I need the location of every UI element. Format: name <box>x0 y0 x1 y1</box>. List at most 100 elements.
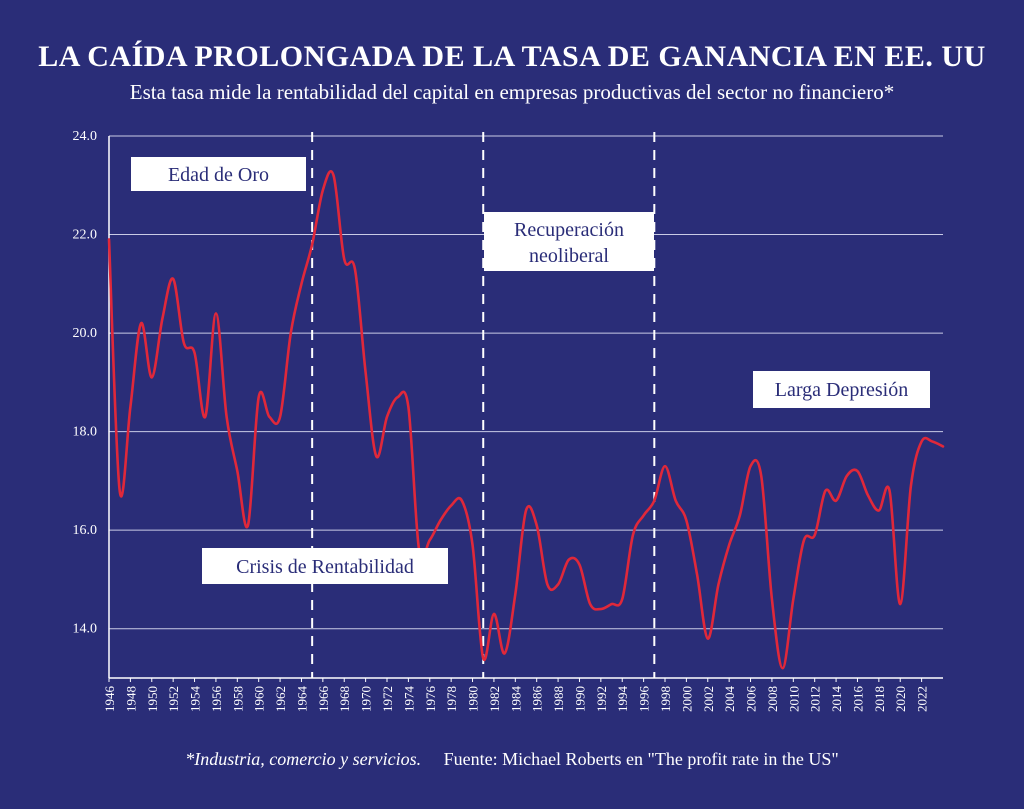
data-point-2015 <box>846 475 848 477</box>
data-point-1981 <box>482 657 484 659</box>
data-point-1992 <box>600 608 602 610</box>
data-point-2021 <box>910 485 912 487</box>
x-tick-label: 2004 <box>722 686 737 713</box>
x-tick-label: 1974 <box>401 686 416 713</box>
data-point-1996 <box>642 514 644 516</box>
x-tick-label: 2000 <box>679 686 694 712</box>
data-point-2002 <box>707 637 709 639</box>
x-tick-label: 1986 <box>530 686 545 713</box>
data-point-1968 <box>343 258 345 260</box>
data-point-2005 <box>739 514 741 516</box>
data-point-1976 <box>429 539 431 541</box>
x-tick-label: 1968 <box>337 686 352 712</box>
data-point-1998 <box>664 465 666 467</box>
y-tick-label: 24.0 <box>73 129 98 144</box>
x-tick-label: 1950 <box>145 686 160 712</box>
data-point-1984 <box>514 593 516 595</box>
x-tick-label: 2022 <box>915 686 930 712</box>
data-point-1995 <box>632 534 634 536</box>
data-point-2020 <box>899 603 901 605</box>
x-tick-label: 1964 <box>294 686 309 713</box>
axes <box>108 136 943 679</box>
data-point-1959 <box>247 524 249 526</box>
data-point-2017 <box>867 494 869 496</box>
data-point-1961 <box>268 416 270 418</box>
data-point-1946 <box>108 238 110 240</box>
data-point-1986 <box>535 524 537 526</box>
x-tick-label: 2006 <box>744 686 759 713</box>
period-dividers <box>311 132 656 678</box>
chart-title: LA CAÍDA PROLONGADA DE LA TASA DE GANANC… <box>38 40 986 73</box>
footnote: *Industria, comercio y servicios. <box>185 749 422 769</box>
data-point-1947 <box>118 490 120 492</box>
label-larga-depresion-text: Larga Depresión <box>775 379 908 401</box>
data-point-1960 <box>257 396 259 398</box>
data-point-2018 <box>878 509 880 511</box>
data-point-1956 <box>215 312 217 314</box>
x-tick-label: 1978 <box>444 686 459 712</box>
label-crisis-rentabilidad-text: Crisis de Rentabilidad <box>236 556 414 578</box>
data-point-1969 <box>354 268 356 270</box>
data-point-1977 <box>439 519 441 521</box>
chart-subtitle: Esta tasa mide la rentabilidad del capit… <box>129 80 895 104</box>
data-point-2013 <box>824 490 826 492</box>
data-point-2008 <box>771 598 773 600</box>
data-point-2014 <box>835 499 837 501</box>
data-point-1999 <box>674 499 676 501</box>
data-point-1966 <box>322 189 324 191</box>
data-point-1953 <box>183 342 185 344</box>
y-tick-label: 20.0 <box>73 326 98 341</box>
label-recuperacion-neoliberal: Recuperación neoliberal <box>484 212 654 271</box>
label-edad-de-oro: Edad de Oro <box>131 157 306 191</box>
x-tick-label: 1976 <box>423 686 438 713</box>
x-tick-label: 1982 <box>487 686 502 712</box>
x-tick-label: 2010 <box>786 686 801 712</box>
data-point-1991 <box>589 603 591 605</box>
data-point-1962 <box>279 416 281 418</box>
data-point-1988 <box>557 583 559 585</box>
x-tick-label: 2012 <box>808 686 823 712</box>
data-point-1965 <box>311 243 313 245</box>
x-tick-label: 1958 <box>230 686 245 712</box>
data-point-2007 <box>760 475 762 477</box>
data-point-2009 <box>781 667 783 669</box>
data-point-2011 <box>803 539 805 541</box>
data-point-1979 <box>461 499 463 501</box>
y-tick-label: 18.0 <box>73 425 98 440</box>
x-tick-label: 2018 <box>872 686 887 712</box>
x-tick-label: 2016 <box>850 686 865 713</box>
x-tick-label: 1952 <box>166 686 181 712</box>
x-tick-label: 2014 <box>829 686 844 713</box>
data-point-1978 <box>450 504 452 506</box>
x-tick-label: 1980 <box>466 686 481 712</box>
x-tick-label: 1994 <box>615 686 630 713</box>
data-point-1951 <box>161 317 163 319</box>
data-point-1983 <box>503 652 505 654</box>
x-tick-label: 2020 <box>893 686 908 712</box>
data-point-1957 <box>225 416 227 418</box>
data-point-1993 <box>610 603 612 605</box>
data-point-1987 <box>546 583 548 585</box>
x-tick-label: 1960 <box>252 686 267 712</box>
y-tick-labels: 24.0 22.0 20.0 18.0 16.0 14.0 <box>73 129 98 637</box>
data-point-2024 <box>942 445 944 447</box>
data-point-1964 <box>300 283 302 285</box>
data-point-2012 <box>813 534 815 536</box>
x-tick-label: 1992 <box>594 686 609 712</box>
x-tick-label: 1996 <box>637 686 652 713</box>
data-point-2022 <box>920 440 922 442</box>
data-point-1997 <box>653 499 655 501</box>
data-point-2003 <box>717 583 719 585</box>
x-tick-label: 1972 <box>380 686 395 712</box>
x-tick-label: 1988 <box>551 686 566 712</box>
data-point-2023 <box>931 440 933 442</box>
data-point-2004 <box>728 544 730 546</box>
data-point-1973 <box>396 396 398 398</box>
data-point-1980 <box>471 544 473 546</box>
data-point-1949 <box>140 322 142 324</box>
data-point-2000 <box>685 519 687 521</box>
x-tick-label: 2002 <box>701 686 716 712</box>
data-point-1972 <box>386 416 388 418</box>
